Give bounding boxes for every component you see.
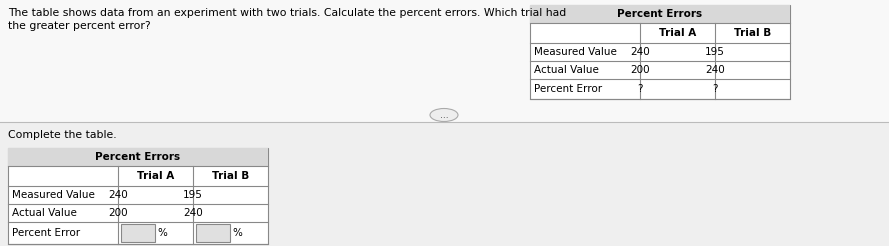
- Bar: [530, 5, 790, 99]
- Bar: [121, 224, 155, 242]
- Text: Trial B: Trial B: [212, 171, 249, 181]
- Text: ?: ?: [637, 84, 643, 94]
- Text: Complete the table.: Complete the table.: [8, 130, 116, 140]
- Text: 240: 240: [108, 190, 128, 200]
- Text: the greater percent error?: the greater percent error?: [8, 21, 150, 31]
- Text: 195: 195: [705, 47, 725, 57]
- Text: Actual Value: Actual Value: [12, 208, 76, 218]
- Text: Percent Errors: Percent Errors: [618, 9, 702, 19]
- Text: 240: 240: [183, 208, 203, 218]
- Bar: [196, 224, 229, 242]
- Text: Trial B: Trial B: [734, 28, 771, 38]
- Bar: [8, 148, 268, 166]
- Text: ...: ...: [440, 110, 448, 120]
- Text: %: %: [157, 228, 168, 238]
- Bar: [0, 0, 889, 122]
- Text: Trial A: Trial A: [137, 171, 174, 181]
- Text: Percent Errors: Percent Errors: [95, 152, 180, 162]
- Text: Actual Value: Actual Value: [534, 65, 599, 75]
- Text: Percent Error: Percent Error: [534, 84, 602, 94]
- Text: Measured Value: Measured Value: [12, 190, 95, 200]
- Text: Measured Value: Measured Value: [534, 47, 617, 57]
- Text: 240: 240: [630, 47, 650, 57]
- Text: 200: 200: [630, 65, 650, 75]
- Text: 240: 240: [705, 65, 725, 75]
- Text: ?: ?: [712, 84, 717, 94]
- Text: 195: 195: [183, 190, 203, 200]
- Text: Percent Error: Percent Error: [12, 228, 80, 238]
- Bar: [530, 5, 790, 23]
- Text: 200: 200: [108, 208, 128, 218]
- Bar: [0, 122, 889, 246]
- Text: %: %: [233, 228, 243, 238]
- Text: The table shows data from an experiment with two trials. Calculate the percent e: The table shows data from an experiment …: [8, 8, 566, 18]
- Ellipse shape: [430, 108, 458, 122]
- Text: Trial A: Trial A: [659, 28, 696, 38]
- Bar: [8, 148, 268, 244]
